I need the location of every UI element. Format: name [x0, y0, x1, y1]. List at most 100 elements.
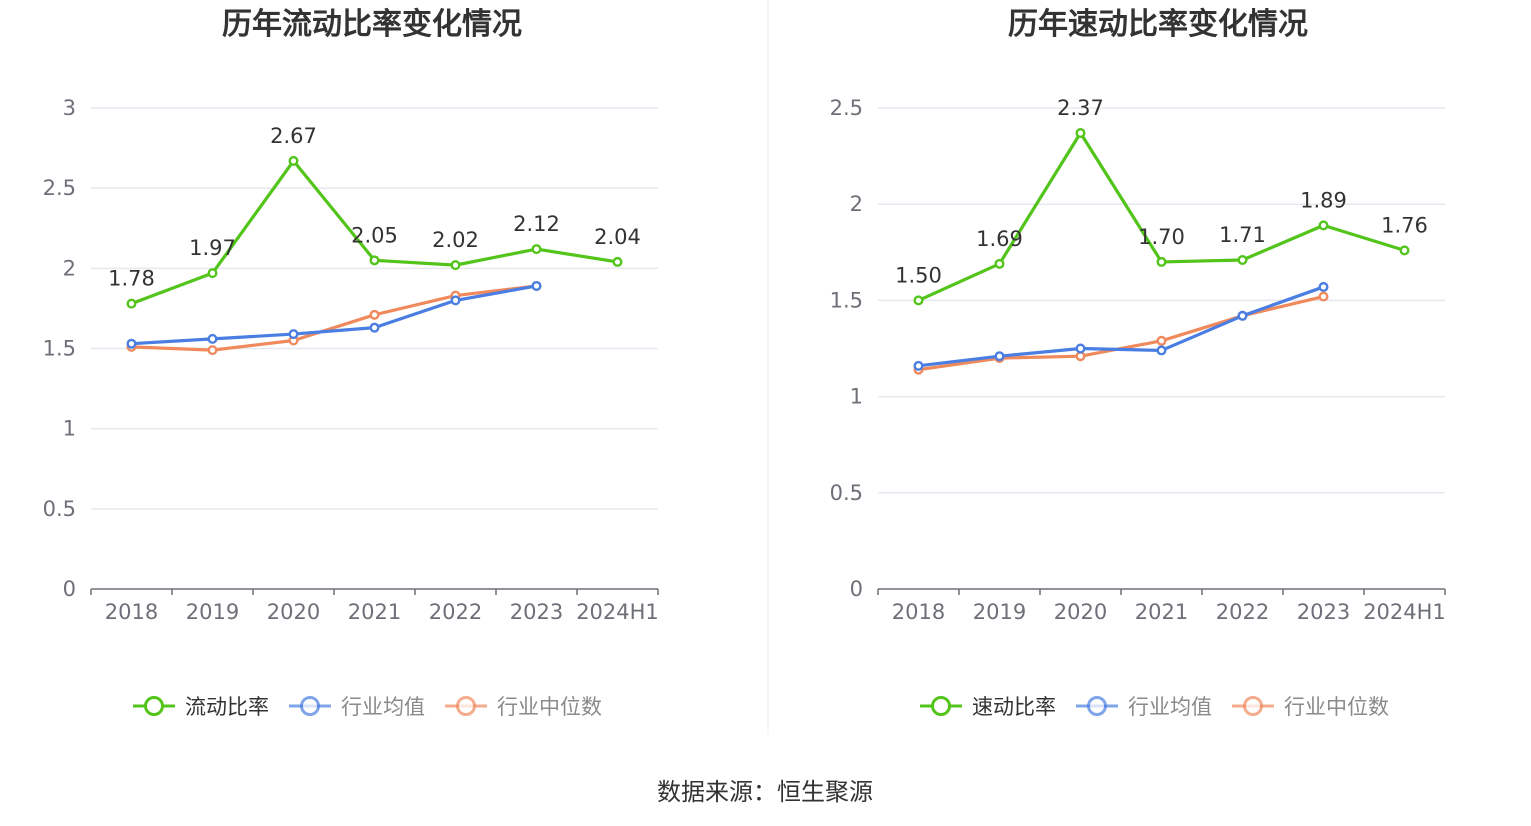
series-line-avg: [918, 285, 1325, 368]
x-tick-label: 2022: [429, 600, 482, 624]
data-point-avg: [1318, 281, 1329, 292]
chart-title: 历年流动比率变化情况: [222, 7, 522, 42]
data-label: 1.97: [189, 236, 236, 260]
x-tick-label: 2019: [186, 600, 239, 624]
data-point-main: [369, 255, 380, 266]
data-point-avg: [994, 351, 1005, 362]
legend-item-median: 行业中位数: [445, 695, 602, 719]
y-tick-label: 0.5: [43, 497, 76, 521]
data-label: 1.71: [1219, 223, 1266, 247]
series-line-median: [131, 284, 537, 352]
data-label: 1.69: [976, 227, 1023, 251]
data-point-main: [207, 268, 218, 279]
x-tick-label: 2021: [1135, 600, 1188, 624]
y-tick-label: 1: [63, 417, 76, 441]
x-tick-label: 2020: [267, 600, 320, 624]
data-point-avg: [913, 360, 924, 371]
x-tick-label: 2020: [1054, 600, 1107, 624]
data-point-main: [288, 155, 299, 166]
data-label: 1.76: [1381, 213, 1428, 237]
data-label: 1.70: [1138, 225, 1185, 249]
data-label: 2.67: [270, 124, 317, 148]
data-label: 1.50: [895, 263, 942, 287]
data-point-main: [913, 295, 924, 306]
series-line-avg: [131, 284, 537, 346]
data-point-main: [1237, 254, 1248, 265]
data-point-avg: [531, 280, 542, 291]
data-point-main: [612, 256, 623, 267]
y-tick-label: 1.5: [43, 337, 76, 361]
legend-label: 行业中位数: [497, 695, 602, 719]
x-tick-label: 2023: [1297, 600, 1350, 624]
legend-marker: [1087, 696, 1107, 716]
y-tick-label: 1: [850, 385, 863, 409]
data-point-main: [1399, 245, 1410, 256]
data-label: 2.02: [432, 228, 479, 252]
data-point-avg: [369, 322, 380, 333]
data-point-median: [1075, 351, 1086, 362]
y-tick-label: 2: [850, 192, 863, 216]
data-label: 2.05: [351, 223, 398, 247]
x-tick-label: 2019: [973, 600, 1026, 624]
x-tick-label: 2018: [105, 600, 158, 624]
data-point-main: [994, 258, 1005, 269]
legend-label: 行业均值: [341, 695, 425, 719]
x-tick-label: 2021: [348, 600, 401, 624]
legend-marker: [144, 696, 164, 716]
data-point-avg: [126, 338, 137, 349]
legend-item-main: 流动比率: [133, 695, 269, 719]
y-tick-label: 2.5: [43, 176, 76, 200]
data-label: 1.89: [1300, 188, 1347, 212]
data-point-avg: [1156, 345, 1167, 356]
data-point-avg: [450, 295, 461, 306]
data-point-median: [1318, 291, 1329, 302]
legend-item-median: 行业中位数: [1232, 695, 1389, 719]
data-point-main: [531, 244, 542, 255]
x-tick-label: 2023: [510, 600, 563, 624]
y-tick-label: 0: [63, 577, 76, 601]
legend-label: 流动比率: [185, 695, 269, 719]
legend-label: 行业均值: [1128, 695, 1212, 719]
y-tick-label: 2: [63, 256, 76, 280]
legend-marker: [931, 696, 951, 716]
data-point-avg: [207, 333, 218, 344]
data-point-main: [1156, 256, 1167, 267]
x-tick-label: 2022: [1216, 600, 1269, 624]
data-point-main: [450, 260, 461, 271]
data-point-main: [126, 298, 137, 309]
quick-ratio-chart: 历年速动比率变化情况 0 0.5 1 1.5 2 2.5 2018 2019 2020 2021 20…: [830, 7, 1446, 719]
x-tick-label: 2024H1: [1363, 600, 1446, 624]
current-ratio-chart: 历年流动比率变化情况 0 0.5 1 1.5 2 2.5 3 2018 2019 2020 2021 2…: [43, 7, 659, 719]
y-tick-label: 1.5: [830, 288, 863, 312]
legend-marker: [300, 696, 320, 716]
legend-item-avg: 行业均值: [1076, 695, 1212, 719]
data-point-main: [1318, 220, 1329, 231]
x-tick-label: 2024H1: [576, 600, 659, 624]
legend-item-avg: 行业均值: [289, 695, 425, 719]
data-label: 2.04: [594, 225, 641, 249]
legend-label: 速动比率: [972, 695, 1056, 719]
y-tick-label: 2.5: [830, 96, 863, 120]
series-line-main: [917, 131, 1405, 302]
data-point-avg: [1075, 343, 1086, 354]
data-point-main: [1075, 128, 1086, 139]
y-tick-label: 0: [850, 577, 863, 601]
data-point-avg: [288, 329, 299, 340]
legend-marker: [456, 696, 476, 716]
data-point-median: [1156, 335, 1167, 346]
chart-title: 历年速动比率变化情况: [1008, 7, 1308, 42]
y-tick-label: 3: [63, 96, 76, 120]
data-label: 2.37: [1057, 96, 1104, 120]
legend-label: 行业中位数: [1284, 695, 1389, 719]
data-point-median: [207, 345, 218, 356]
legend-marker: [1243, 696, 1263, 716]
x-tick-label: 2018: [892, 600, 945, 624]
data-point-avg: [1237, 310, 1248, 321]
legend-item-main: 速动比率: [920, 695, 1056, 719]
data-point-median: [369, 309, 380, 320]
y-tick-label: 0.5: [830, 481, 863, 505]
source-note: 数据来源：恒生聚源: [657, 778, 873, 806]
data-label: 1.78: [108, 267, 155, 291]
data-label: 2.12: [513, 212, 560, 236]
